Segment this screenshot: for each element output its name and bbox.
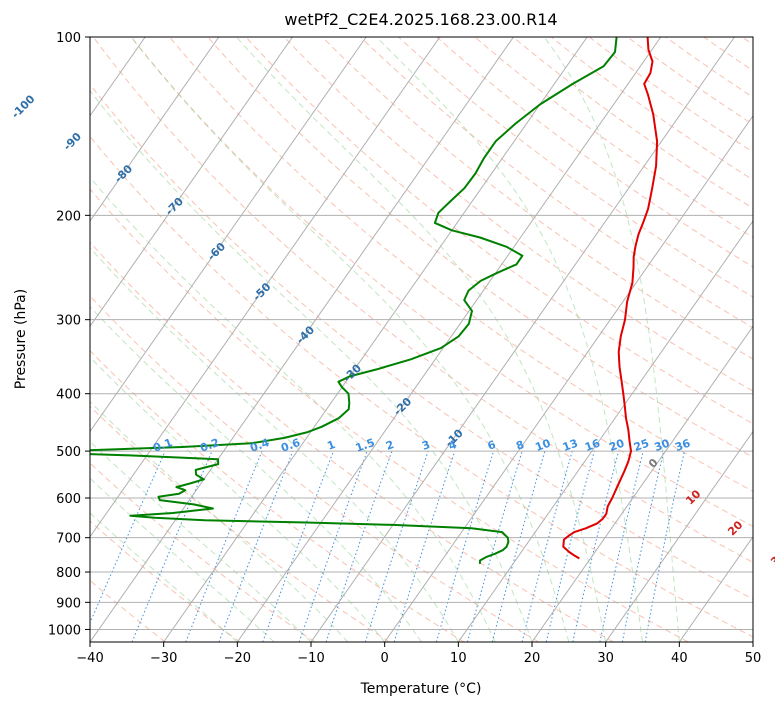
y-tick-label: 800 xyxy=(56,566,81,581)
x-tick-label: −20 xyxy=(224,651,251,666)
x-axis-label: Temperature (°C) xyxy=(360,681,482,697)
y-tick-label: 1000 xyxy=(48,623,81,638)
x-tick-label: 0 xyxy=(381,651,389,666)
x-tick-label: −40 xyxy=(76,651,103,666)
chart-title: wetPf2_C2E4.2025.168.23.00.R14 xyxy=(284,10,557,30)
x-tick-label: 40 xyxy=(671,651,688,666)
x-tick-label: 20 xyxy=(524,651,541,666)
x-tick-label: −30 xyxy=(150,651,177,666)
y-tick-label: 100 xyxy=(56,31,81,46)
x-tick-label: 10 xyxy=(450,651,467,666)
y-tick-label: 400 xyxy=(56,388,81,403)
y-axis-label: Pressure (hPa) xyxy=(13,289,29,389)
x-tick-label: 50 xyxy=(745,651,762,666)
y-tick-label: 200 xyxy=(56,209,81,224)
y-tick-label: 300 xyxy=(56,314,81,329)
y-tick-label: 900 xyxy=(56,596,81,611)
y-tick-label: 700 xyxy=(56,532,81,547)
x-tick-label: 30 xyxy=(597,651,614,666)
y-tick-label: 500 xyxy=(56,445,81,460)
y-tick-label: 600 xyxy=(56,492,81,507)
x-tick-label: −10 xyxy=(297,651,324,666)
